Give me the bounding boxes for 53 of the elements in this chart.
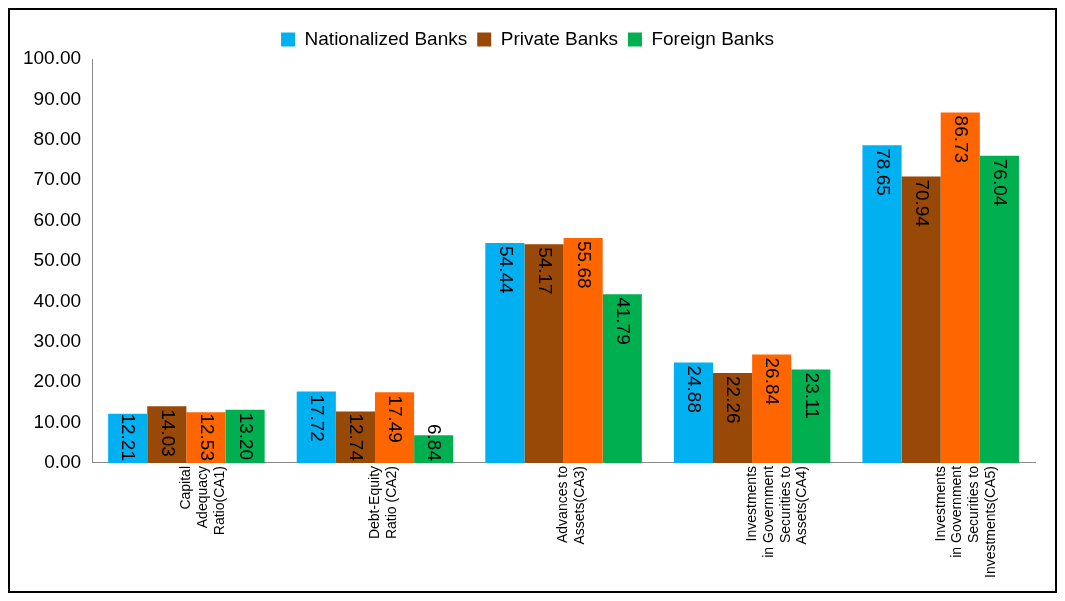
bar <box>979 155 1019 463</box>
x-tick-label: Investments in Government Securities to Assets(CA4) <box>742 465 810 558</box>
y-tick-label: 20.00 <box>33 370 82 392</box>
data-label: 13.20 <box>235 412 257 461</box>
y-tick-label: 30.00 <box>33 330 82 352</box>
data-label: 14.03 <box>157 409 179 457</box>
bar <box>862 145 902 463</box>
data-label: 76.04 <box>990 158 1012 207</box>
data-label: 70.94 <box>911 179 933 228</box>
data-label: 12.21 <box>118 413 140 461</box>
x-tick-label: Capital Adequacy Ratio(CA1) <box>177 465 227 536</box>
y-tick-label: 90.00 <box>33 87 82 109</box>
bar <box>752 354 792 463</box>
data-label: 54.17 <box>534 247 556 295</box>
y-tick-label: 70.00 <box>33 168 82 190</box>
bar <box>673 362 713 463</box>
bar <box>374 392 415 463</box>
legend-label: Private Banks <box>500 27 618 49</box>
y-tick-label: 0.00 <box>44 451 82 473</box>
y-tick-label: 50.00 <box>33 249 82 271</box>
data-label: 17.72 <box>307 394 329 442</box>
bar <box>713 373 753 463</box>
bar <box>940 112 980 463</box>
x-tick-label: Advances to Assets(CA3) <box>554 465 588 545</box>
data-label: 54.44 <box>495 246 517 295</box>
bar <box>563 238 603 463</box>
x-tick-label: Debt-Equity Ratio (CA2) <box>365 465 399 540</box>
data-label: 78.65 <box>872 148 894 196</box>
y-tick-label: 80.00 <box>33 128 82 150</box>
data-label: 26.84 <box>762 357 784 406</box>
y-tick-label: 100.00 <box>22 47 82 69</box>
data-label: 17.49 <box>385 395 407 443</box>
data-label: 23.11 <box>801 372 823 419</box>
y-tick-label: 60.00 <box>33 208 82 230</box>
data-label: 12.53 <box>196 413 218 461</box>
data-label: 12.74 <box>346 413 368 462</box>
legend-label: Foreign Banks <box>651 27 774 49</box>
bar <box>602 294 642 463</box>
bar <box>485 243 525 463</box>
y-tick-label: 40.00 <box>33 289 82 311</box>
y-tick-label: 10.00 <box>33 410 82 432</box>
data-label: 55.68 <box>573 241 595 289</box>
data-label: 41.79 <box>613 297 635 345</box>
bar <box>791 369 831 463</box>
data-label: 24.88 <box>684 365 706 414</box>
bar <box>901 176 941 463</box>
data-label: 86.73 <box>951 115 973 164</box>
data-label: 6.84 <box>424 423 446 462</box>
legend-label: Nationalized Banks <box>304 27 468 49</box>
x-tick-label: Investments in Government Securities to Investments(CA5) <box>931 465 998 579</box>
bar <box>296 391 336 463</box>
data-label: 22.26 <box>723 376 745 424</box>
bar <box>524 244 564 463</box>
